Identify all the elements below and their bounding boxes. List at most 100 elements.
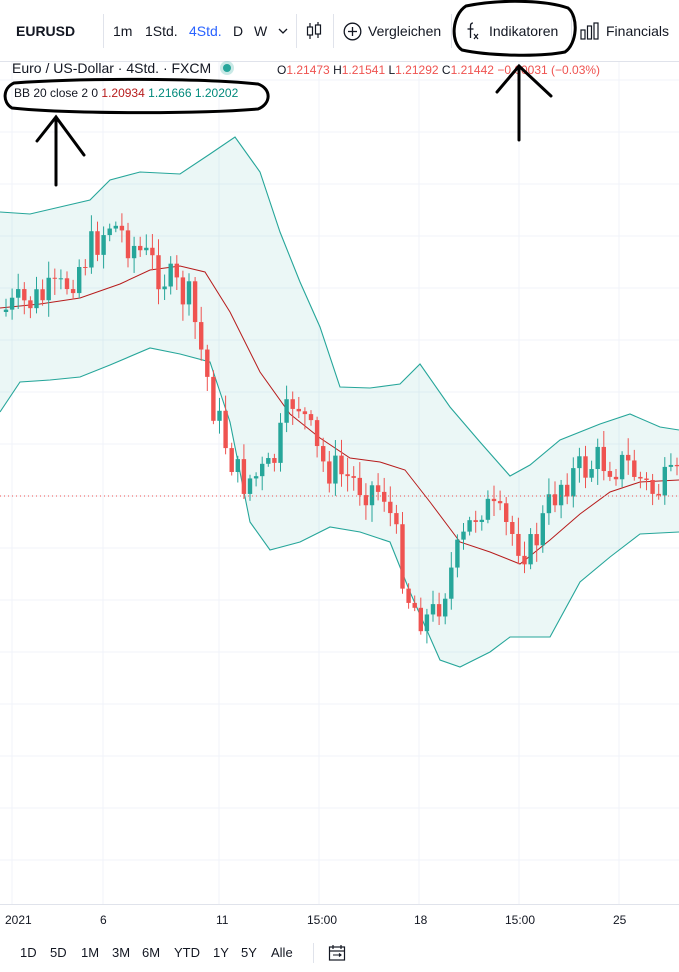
high-value: 1.21541: [341, 63, 386, 77]
candle: [357, 462, 362, 506]
candle: [504, 497, 509, 536]
chart-legend-title[interactable]: Euro / US-Dollar · 4Std. · FXCM: [12, 60, 232, 76]
indicator-name: BB 20 close 2 0: [14, 86, 99, 100]
candle: [28, 296, 33, 319]
candle: [162, 274, 167, 300]
candle: [119, 213, 125, 243]
candle: [205, 344, 210, 391]
candle: [40, 279, 45, 306]
candle: [150, 234, 155, 271]
candle: [16, 273, 21, 309]
candle: [223, 395, 228, 455]
candle: [314, 416, 320, 458]
candle: [412, 595, 417, 612]
financials-button[interactable]: Financials: [580, 0, 669, 62]
change-value: −0.00031 (−0.03%): [497, 63, 601, 77]
candle: [455, 534, 460, 578]
range-3m-button[interactable]: 3M: [112, 945, 131, 960]
time-label: 15:00: [307, 913, 338, 927]
candle: [156, 239, 161, 305]
candle: [22, 282, 27, 315]
candle: [546, 478, 552, 525]
candle: [113, 221, 118, 233]
candle: [89, 215, 94, 274]
compare-label: Vergleichen: [368, 23, 442, 39]
interval-4h[interactable]: 4Std.: [189, 23, 222, 39]
candle: [382, 477, 387, 512]
candlestick-icon[interactable]: [306, 0, 322, 62]
interval-1h[interactable]: 1Std.: [145, 23, 178, 39]
range-1d-button[interactable]: 1D: [20, 945, 37, 960]
chart-grid: [0, 62, 679, 904]
candle: [95, 221, 100, 262]
time-label: 18: [414, 913, 428, 927]
candle: [619, 451, 625, 488]
candle: [662, 457, 667, 505]
candle: [583, 445, 588, 489]
chart-pane[interactable]: [0, 62, 679, 904]
candle: [510, 515, 515, 546]
candle: [138, 236, 143, 257]
top-toolbar: EURUSD 1m 1Std. 4Std. D W Vergleichen In…: [0, 0, 679, 62]
candle: [321, 437, 326, 472]
candlestick-series: [3, 213, 679, 644]
candle: [266, 452, 271, 467]
candle: [363, 483, 369, 520]
symbol-search[interactable]: EURUSD: [16, 23, 76, 39]
candle: [394, 504, 399, 534]
open-value: 1.21473: [286, 63, 330, 77]
bar-chart-icon: [580, 22, 600, 40]
toolbar-divider: [296, 14, 297, 48]
candle: [46, 261, 51, 317]
candle: [479, 515, 484, 531]
indicator-legend[interactable]: BB 20 close 2 0 1.20934 1.21666 1.20202: [14, 86, 238, 100]
candle: [241, 444, 247, 499]
candle: [186, 273, 192, 316]
range-6m-button[interactable]: 6M: [142, 945, 161, 960]
candle: [626, 438, 631, 475]
candle: [339, 439, 344, 487]
range-ytd-button[interactable]: YTD: [174, 945, 200, 960]
candle: [131, 236, 137, 273]
close-key: C: [441, 63, 451, 77]
candle: [650, 473, 655, 506]
open-key: O: [277, 63, 287, 77]
time-axis[interactable]: 2021 6 11 15:00 18 15:00 25: [0, 904, 679, 934]
price-chart[interactable]: [0, 62, 679, 904]
candle: [485, 490, 491, 524]
candle: [327, 451, 332, 493]
interval-1m[interactable]: 1m: [113, 23, 133, 39]
range-all-button[interactable]: Alle: [271, 945, 293, 960]
range-divider: [313, 943, 314, 963]
candle: [64, 271, 70, 295]
interval-d[interactable]: D: [233, 23, 244, 39]
range-5y-button[interactable]: 5Y: [241, 945, 257, 960]
interval-w[interactable]: W: [254, 23, 268, 39]
indicator-basis-value: 1.20934: [101, 86, 145, 100]
indicator-lower-value: 1.20202: [194, 86, 239, 100]
candle: [375, 473, 381, 501]
range-5d-button[interactable]: 5D: [50, 945, 67, 960]
candle: [333, 440, 338, 496]
range-1y-button[interactable]: 1Y: [213, 945, 229, 960]
candle: [528, 528, 533, 570]
range-bar: 1D 5D 1M 3M 6M YTD 1Y 5Y Alle: [0, 934, 679, 972]
time-label: 11: [216, 913, 229, 927]
chevron-down-icon[interactable]: [278, 0, 288, 62]
candle: [272, 453, 277, 472]
low-value: 1.21292: [395, 63, 439, 77]
range-1m-button[interactable]: 1M: [81, 945, 100, 960]
candle: [174, 255, 179, 291]
time-label: 2021: [5, 913, 32, 927]
candle: [125, 222, 131, 268]
candle: [418, 597, 423, 635]
indicators-button[interactable]: Indikatoren: [465, 0, 558, 62]
date-range-icon[interactable]: [328, 944, 346, 967]
candle: [638, 471, 643, 489]
candle: [540, 505, 545, 553]
compare-button[interactable]: Vergleichen: [343, 0, 441, 62]
candle: [595, 438, 600, 485]
candle: [668, 453, 674, 472]
candle: [644, 472, 649, 491]
candle: [192, 277, 198, 339]
